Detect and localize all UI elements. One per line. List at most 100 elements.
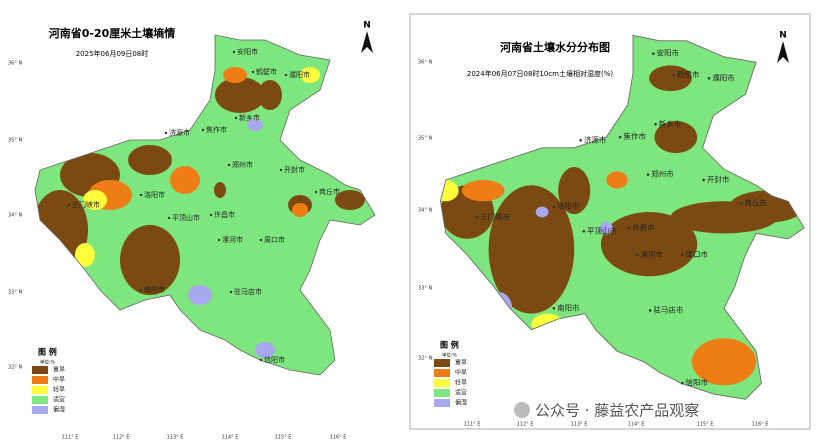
map-subtitle: 2025年06月09日08时 (76, 49, 149, 58)
city-dot (627, 226, 631, 230)
moisture-area (223, 67, 247, 83)
moisture-area (258, 80, 282, 110)
legend-label: 适宜 (455, 389, 467, 397)
moisture-area (461, 179, 505, 202)
city-label: 濮阳市 (289, 70, 310, 79)
north-arrow (361, 31, 373, 53)
city-label: 郑州市 (651, 169, 674, 179)
moisture-area (300, 67, 320, 83)
city-dot (139, 288, 143, 292)
city-dot (552, 205, 556, 208)
city-dot (259, 358, 263, 362)
city-label: 漯河市 (641, 249, 664, 259)
city-label: 平顶山市 (172, 213, 200, 222)
longitude-label: 115° E (275, 435, 292, 441)
north-arrow (777, 41, 789, 63)
moisture-area (606, 171, 628, 189)
watermark-text: 公众号 · 藤益农产品观察 (535, 402, 699, 420)
city-label: 濮阳市 (712, 72, 735, 82)
moisture-areas (440, 65, 805, 386)
city-dot (284, 73, 288, 77)
city-label: 新乡市 (659, 118, 682, 128)
city-label: 许昌市 (214, 210, 235, 219)
moisture-area (654, 121, 698, 154)
longitude-label: 111° E (464, 422, 481, 428)
longitude-label: 114° E (222, 435, 239, 441)
city-label: 周口市 (264, 235, 285, 244)
watermark-icon (514, 402, 530, 418)
moisture-area (440, 179, 459, 202)
moisture-area (188, 285, 212, 305)
legend-label: 适宜 (53, 396, 65, 404)
moisture-area (247, 119, 263, 131)
legend-label: 偏湿 (53, 406, 65, 414)
latitude-label: 32° N (8, 365, 22, 371)
legend-swatch (32, 396, 48, 404)
city-dot (314, 190, 318, 194)
city-label: 安阳市 (657, 48, 680, 58)
moisture-area (486, 292, 513, 325)
city-label: 郑州市 (232, 160, 253, 169)
latitude-label: 35° N (418, 136, 432, 142)
city-dot (259, 238, 263, 242)
moisture-area (75, 243, 95, 267)
moisture-area (215, 77, 265, 113)
city-label: 鹤壁市 (256, 67, 277, 76)
latitude-label: 32° N (418, 356, 432, 362)
longitude-label: 113° E (167, 435, 184, 441)
city-dot (646, 173, 650, 176)
city-dot (234, 116, 238, 120)
legend-swatch (434, 369, 450, 377)
province-border (440, 34, 805, 400)
city-dot (582, 229, 586, 233)
longitude-label: 112° E (113, 435, 130, 441)
north-label: N (779, 31, 787, 41)
city-dot (217, 238, 221, 242)
latitude-label: 33° N (418, 286, 432, 292)
moisture-area (292, 203, 308, 217)
moisture-area (214, 182, 226, 198)
moisture-area (600, 212, 698, 277)
moisture-area (83, 190, 107, 210)
city-label: 南阳市 (557, 302, 580, 312)
city-label: 开封市 (284, 165, 305, 174)
city-label: 洛阳市 (144, 190, 165, 199)
moisture-area (488, 185, 575, 314)
legend-label: 重旱 (455, 359, 467, 367)
moisture-area (649, 65, 692, 92)
latitude-label: 34° N (8, 213, 22, 219)
city-dot (167, 216, 171, 220)
city-label: 三门峡市 (72, 200, 100, 209)
city-dot (201, 128, 205, 132)
moisture-area (531, 313, 564, 336)
city-dot (279, 168, 283, 172)
city-label: 济源市 (584, 134, 607, 144)
city-dot (636, 253, 639, 257)
city-dot (579, 139, 582, 142)
city-label: 济源市 (169, 128, 190, 137)
moisture-area (535, 206, 549, 218)
city-label: 许昌市 (632, 222, 655, 232)
legend-swatch (32, 366, 48, 374)
city-dot (229, 290, 233, 294)
city-label: 洛阳市 (557, 201, 580, 211)
legend-unit: 单位:% (40, 359, 56, 366)
watermark: 公众号 · 藤益农产品观察 (514, 402, 699, 420)
longitude-label: 116° E (330, 435, 347, 441)
legend-title: 图 例 (440, 340, 459, 350)
city-dot (139, 193, 143, 197)
legend-swatch (434, 359, 450, 367)
legend-label: 偏湿 (455, 399, 467, 407)
city-dot (232, 50, 236, 54)
moisture-area (599, 221, 613, 235)
longitude-label: 115° E (697, 422, 714, 428)
moisture-area (691, 338, 757, 386)
longitude-label: 114° E (628, 422, 645, 428)
city-dot (739, 202, 743, 205)
city-label: 开封市 (707, 174, 730, 184)
legend-label: 轻旱 (53, 386, 65, 394)
city-dot (67, 203, 71, 207)
